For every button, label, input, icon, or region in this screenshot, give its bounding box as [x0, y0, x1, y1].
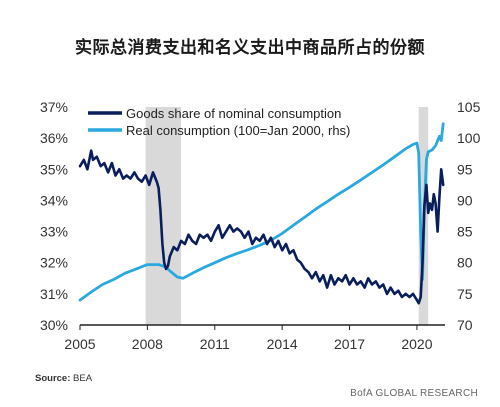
- y-right-tick-label: 75: [457, 286, 473, 302]
- x-tick-label: 2014: [267, 336, 298, 352]
- x-tick-label: 2017: [334, 336, 365, 352]
- y-right-tick-label: 70: [457, 317, 473, 333]
- y-left-tick-label: 36%: [40, 130, 68, 146]
- credit-text: BofA GLOBAL RESEARCH: [350, 388, 478, 399]
- chart-title: 实际总消费支出和名义支出中商品所占的份额: [75, 38, 425, 58]
- x-tick-label: 2011: [200, 336, 230, 352]
- legend-label: Real consumption (100=Jan 2000, rhs): [126, 123, 350, 138]
- y-right-tick-label: 100: [457, 130, 481, 146]
- y-left-tick-label: 31%: [40, 286, 68, 302]
- y-left-tick-label: 30%: [40, 317, 68, 333]
- y-right-tick-label: 80: [457, 255, 473, 271]
- source-note: Source: BEA: [35, 373, 92, 384]
- real-consumption-line: [78, 122, 445, 302]
- y-left-tick-label: 33%: [40, 224, 68, 240]
- y-right-tick-label: 90: [457, 192, 473, 208]
- y-left-tick-label: 35%: [40, 161, 68, 177]
- recession-band: [145, 107, 182, 325]
- y-right-tick-label: 105: [457, 99, 481, 115]
- x-tick-label: 2008: [132, 336, 163, 352]
- legend-label: Goods share of nominal consumption: [126, 106, 341, 121]
- source-value: BEA: [73, 373, 93, 384]
- x-tick-label: 2005: [64, 336, 95, 352]
- y-left-tick-label: 37%: [40, 99, 68, 115]
- x-tick-label: 2020: [401, 336, 432, 352]
- series-lines: [78, 122, 445, 305]
- y-right-tick-label: 85: [457, 224, 473, 240]
- source-label: Source:: [35, 373, 71, 384]
- goods-share-line: [78, 149, 445, 305]
- y-right-tick-label: 95: [457, 161, 473, 177]
- y-left-tick-label: 34%: [40, 192, 68, 208]
- legend: Goods share of nominal consumption Real c…: [88, 106, 350, 138]
- y-left-tick-label: 32%: [40, 255, 68, 271]
- axes: 2005 2008 2011 2014 2017 2020 30% 31% 32% 33% 34% 3…: [40, 99, 481, 352]
